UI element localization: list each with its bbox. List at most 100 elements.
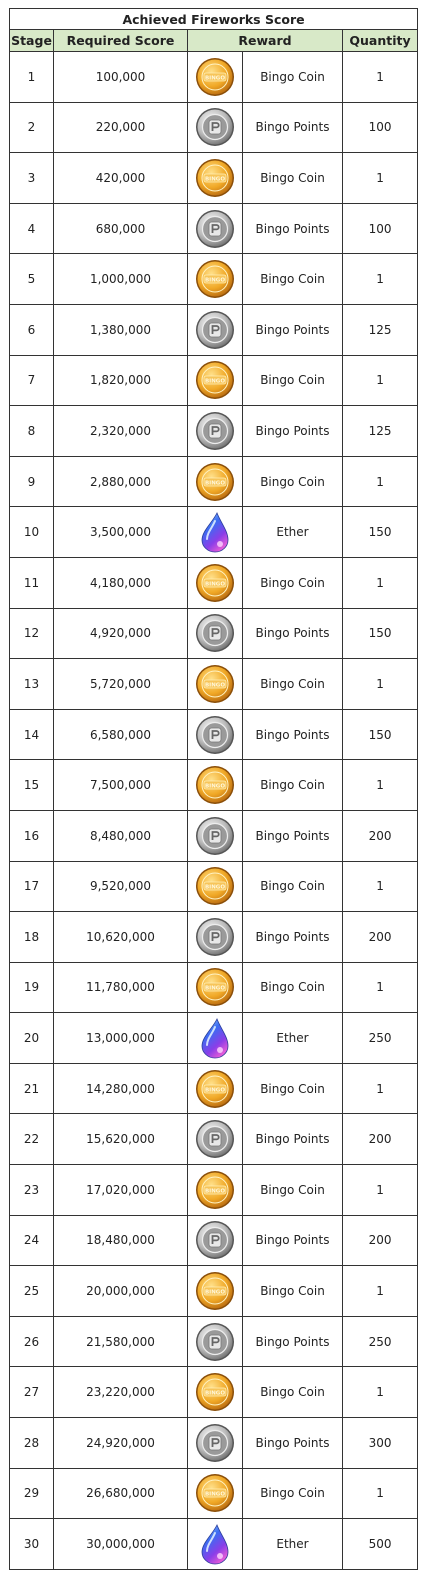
reward-icon-cell <box>187 708 243 761</box>
quantity-cell: 300 <box>341 1417 419 1469</box>
quantity-cell: 200 <box>341 1214 419 1267</box>
required-score-cell: 14,280,000 <box>53 1062 188 1115</box>
reward-icon-cell: BINGO <box>187 556 243 609</box>
stage-cell: 22 <box>9 1113 54 1166</box>
table-row: 18 10,620,000 Bingo Points 200 <box>9 911 419 963</box>
svg-text:BINGO: BINGO <box>205 986 225 992</box>
table-row: 5 1,000,000 BINGO Bingo Coin 1 <box>9 253 419 305</box>
bingo-coin-icon: BINGO <box>188 1271 242 1311</box>
required-score-cell: 17,020,000 <box>53 1164 188 1216</box>
header-reward: Reward <box>187 29 343 52</box>
reward-name-cell: Bingo Coin <box>242 556 343 609</box>
bingo-coin-icon: BINGO <box>188 360 242 400</box>
required-score-cell: 15,620,000 <box>53 1113 188 1166</box>
stage-cell: 12 <box>9 607 54 660</box>
reward-icon-cell: BINGO <box>187 1164 243 1216</box>
header-required-score: Required Score <box>53 29 188 52</box>
stage-cell: 3 <box>9 152 54 204</box>
required-score-cell: 2,320,000 <box>53 405 188 457</box>
reward-icon-cell: BINGO <box>187 860 243 913</box>
reward-name-cell: Bingo Points <box>242 911 343 963</box>
quantity-cell: 500 <box>341 1518 419 1570</box>
required-score-cell: 220,000 <box>53 101 188 154</box>
required-score-cell: 680,000 <box>53 202 188 255</box>
required-score-cell: 6,580,000 <box>53 708 188 761</box>
quantity-cell: 200 <box>341 809 419 862</box>
stage-cell: 2 <box>9 101 54 154</box>
stage-cell: 8 <box>9 405 54 457</box>
title-row: Achieved Fireworks Score <box>8 8 419 30</box>
reward-name-cell: Bingo Coin <box>242 1467 343 1520</box>
required-score-cell: 18,480,000 <box>53 1214 188 1267</box>
reward-name-cell: Bingo Coin <box>242 1164 343 1216</box>
stage-cell: 4 <box>9 202 54 255</box>
table-row: 14 6,580,000 Bingo Points 150 <box>9 708 419 761</box>
reward-icon-cell <box>187 405 243 457</box>
required-score-cell: 9,520,000 <box>53 860 188 913</box>
bingo-coin-icon: BINGO <box>188 259 242 299</box>
table-row: 26 21,580,000 Bingo Points 250 <box>9 1315 419 1368</box>
quantity-cell: 1 <box>341 1366 419 1419</box>
stage-cell: 6 <box>9 303 54 356</box>
bingo-points-icon <box>188 816 242 856</box>
svg-text:BINGO: BINGO <box>205 480 225 486</box>
reward-icon-cell <box>187 202 243 255</box>
table-body: 1 100,000 BINGO Bingo Coin 1 2 220,000 Bingo Po… <box>9 51 419 1570</box>
required-score-cell: 5,720,000 <box>53 658 188 710</box>
fireworks-score-table: Achieved Fireworks Score Stage Required … <box>8 8 419 1570</box>
ether-icon <box>188 511 242 553</box>
reward-icon-cell <box>187 1417 243 1469</box>
quantity-cell: 125 <box>341 405 419 457</box>
bingo-coin-icon: BINGO <box>188 1170 242 1210</box>
reward-name-cell: Bingo Coin <box>242 1366 343 1419</box>
svg-text:BINGO: BINGO <box>205 682 225 688</box>
bingo-coin-icon: BINGO <box>188 1069 242 1109</box>
reward-name-cell: Bingo Coin <box>242 253 343 305</box>
reward-icon-cell: BINGO <box>187 354 243 407</box>
bingo-points-icon <box>188 715 242 755</box>
table-row: 28 24,920,000 Bingo Points 300 <box>9 1417 419 1469</box>
stage-cell: 1 <box>9 51 54 103</box>
table-row: 19 11,780,000 BINGO Bingo Coin 1 <box>9 961 419 1014</box>
reward-icon-cell: BINGO <box>187 51 243 103</box>
table-row: 11 4,180,000 BINGO Bingo Coin 1 <box>9 556 419 609</box>
stage-cell: 7 <box>9 354 54 407</box>
reward-name-cell: Bingo Coin <box>242 961 343 1014</box>
table-row: 23 17,020,000 BINGO Bingo Coin 1 <box>9 1164 419 1216</box>
quantity-cell: 1 <box>341 1062 419 1115</box>
required-score-cell: 1,380,000 <box>53 303 188 356</box>
reward-icon-cell <box>187 1012 243 1064</box>
quantity-cell: 125 <box>341 303 419 356</box>
stage-cell: 14 <box>9 708 54 761</box>
table-row: 1 100,000 BINGO Bingo Coin 1 <box>9 51 419 103</box>
quantity-cell: 1 <box>341 961 419 1014</box>
svg-text:BINGO: BINGO <box>205 1492 225 1498</box>
required-score-cell: 2,880,000 <box>53 455 188 508</box>
quantity-cell: 1 <box>341 1164 419 1216</box>
reward-name-cell: Ether <box>242 1012 343 1064</box>
reward-name-cell: Bingo Coin <box>242 860 343 913</box>
table-row: 17 9,520,000 BINGO Bingo Coin 1 <box>9 860 419 913</box>
table-row: 24 18,480,000 Bingo Points 200 <box>9 1214 419 1267</box>
required-score-cell: 30,000,000 <box>53 1518 188 1570</box>
reward-name-cell: Bingo Coin <box>242 759 343 811</box>
table-row: 22 15,620,000 Bingo Points 200 <box>9 1113 419 1166</box>
quantity-cell: 100 <box>341 101 419 154</box>
reward-icon-cell: BINGO <box>187 152 243 204</box>
svg-text:BINGO: BINGO <box>205 278 225 284</box>
reward-icon-cell: BINGO <box>187 253 243 305</box>
stage-cell: 17 <box>9 860 54 913</box>
required-score-cell: 100,000 <box>53 51 188 103</box>
bingo-coin-icon: BINGO <box>188 563 242 603</box>
reward-name-cell: Bingo Coin <box>242 354 343 407</box>
reward-icon-cell <box>187 506 243 558</box>
stage-cell: 24 <box>9 1214 54 1267</box>
reward-name-cell: Bingo Points <box>242 607 343 660</box>
svg-text:BINGO: BINGO <box>205 1087 225 1093</box>
required-score-cell: 24,920,000 <box>53 1417 188 1469</box>
required-score-cell: 20,000,000 <box>53 1265 188 1317</box>
stage-cell: 9 <box>9 455 54 508</box>
reward-icon-cell <box>187 607 243 660</box>
reward-name-cell: Bingo Coin <box>242 1265 343 1317</box>
bingo-coin-icon: BINGO <box>188 1473 242 1513</box>
